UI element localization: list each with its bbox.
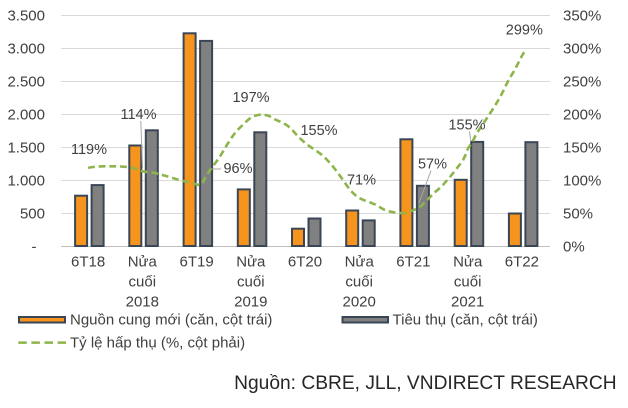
svg-text:2018: 2018 bbox=[126, 294, 159, 311]
svg-text:6T18: 6T18 bbox=[71, 254, 105, 271]
svg-text:500: 500 bbox=[20, 206, 45, 223]
svg-text:6T20: 6T20 bbox=[288, 254, 322, 271]
svg-text:cuối: cuối bbox=[345, 274, 373, 291]
svg-text:6T22: 6T22 bbox=[505, 254, 539, 271]
svg-text:2.000: 2.000 bbox=[7, 107, 45, 124]
svg-text:Nửa: Nửa bbox=[453, 254, 483, 271]
svg-text:350%: 350% bbox=[563, 8, 601, 25]
svg-text:Nguồn: CBRE, JLL, VNDIRECT RES: Nguồn: CBRE, JLL, VNDIRECT RESEARCH bbox=[234, 373, 616, 394]
svg-text:cuối: cuối bbox=[129, 274, 157, 291]
svg-text:57%: 57% bbox=[418, 157, 447, 173]
svg-text:119%: 119% bbox=[71, 142, 107, 158]
svg-text:2.500: 2.500 bbox=[7, 74, 45, 91]
svg-text:Tỷ lệ hấp thụ (%, cột phải): Tỷ lệ hấp thụ (%, cột phải) bbox=[70, 335, 245, 352]
svg-text:100%: 100% bbox=[563, 173, 601, 190]
svg-text:96%: 96% bbox=[223, 161, 252, 177]
svg-text:6T19: 6T19 bbox=[179, 254, 213, 271]
svg-text:cuối: cuối bbox=[454, 274, 482, 291]
svg-text:114%: 114% bbox=[120, 107, 156, 123]
svg-text:2021: 2021 bbox=[451, 294, 484, 311]
svg-text:Nửa: Nửa bbox=[128, 254, 158, 271]
svg-text:3.000: 3.000 bbox=[7, 41, 45, 58]
svg-text:155%: 155% bbox=[448, 117, 485, 133]
svg-text:0%: 0% bbox=[563, 239, 585, 256]
svg-text:50%: 50% bbox=[563, 206, 593, 223]
svg-text:71%: 71% bbox=[347, 173, 376, 189]
svg-text:1.000: 1.000 bbox=[7, 173, 45, 190]
svg-text:Nửa: Nửa bbox=[236, 254, 266, 271]
svg-text:300%: 300% bbox=[563, 41, 601, 58]
svg-text:2020: 2020 bbox=[343, 294, 376, 311]
svg-text:Nửa: Nửa bbox=[345, 254, 375, 271]
svg-text:200%: 200% bbox=[563, 107, 601, 124]
svg-text:3.500: 3.500 bbox=[7, 8, 45, 25]
svg-text:Nguồn cung mới (căn, cột trái): Nguồn cung mới (căn, cột trái) bbox=[70, 312, 272, 329]
svg-text:155%: 155% bbox=[300, 123, 337, 139]
svg-text:197%: 197% bbox=[232, 90, 269, 106]
svg-text:299%: 299% bbox=[506, 23, 543, 39]
svg-text:150%: 150% bbox=[563, 140, 601, 157]
svg-text:250%: 250% bbox=[563, 74, 601, 91]
svg-text:-: - bbox=[32, 239, 37, 256]
svg-text:cuối: cuối bbox=[237, 274, 265, 291]
svg-text:1.500: 1.500 bbox=[7, 140, 45, 157]
svg-text:Tiêu thụ (căn, cột trái): Tiêu thụ (căn, cột trái) bbox=[393, 312, 538, 329]
svg-text:6T21: 6T21 bbox=[396, 254, 430, 271]
svg-text:2019: 2019 bbox=[234, 294, 267, 311]
